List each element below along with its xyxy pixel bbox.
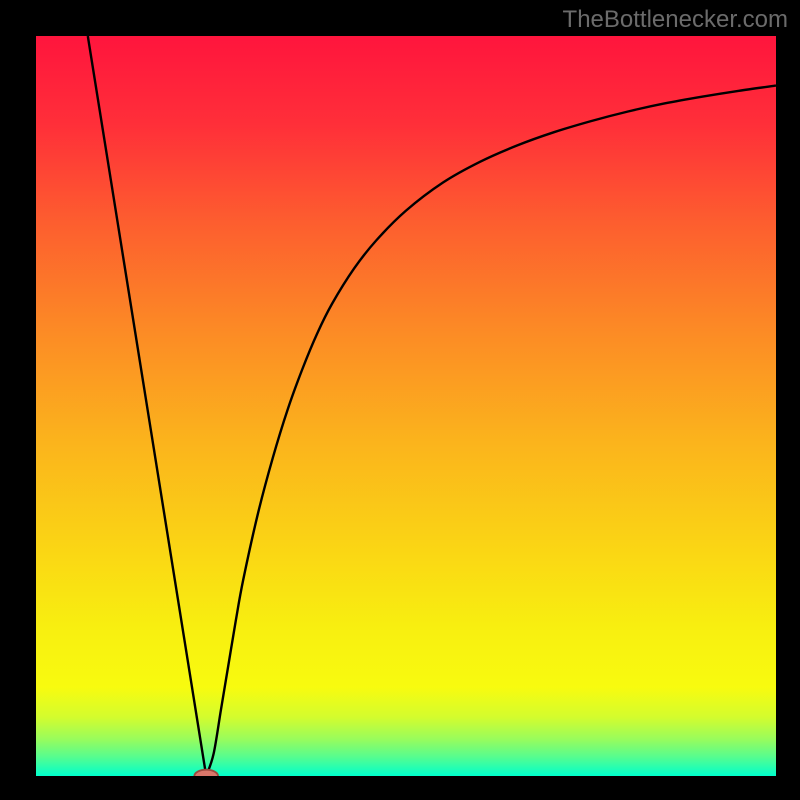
watermark-text: TheBottlenecker.com	[563, 6, 788, 34]
curve-right-branch	[206, 86, 776, 776]
minimum-marker	[194, 770, 218, 776]
plot-area	[36, 36, 776, 776]
chart-container: TheBottlenecker.com	[0, 0, 800, 800]
curve-left-branch	[88, 36, 206, 776]
curve-svg	[36, 36, 776, 776]
